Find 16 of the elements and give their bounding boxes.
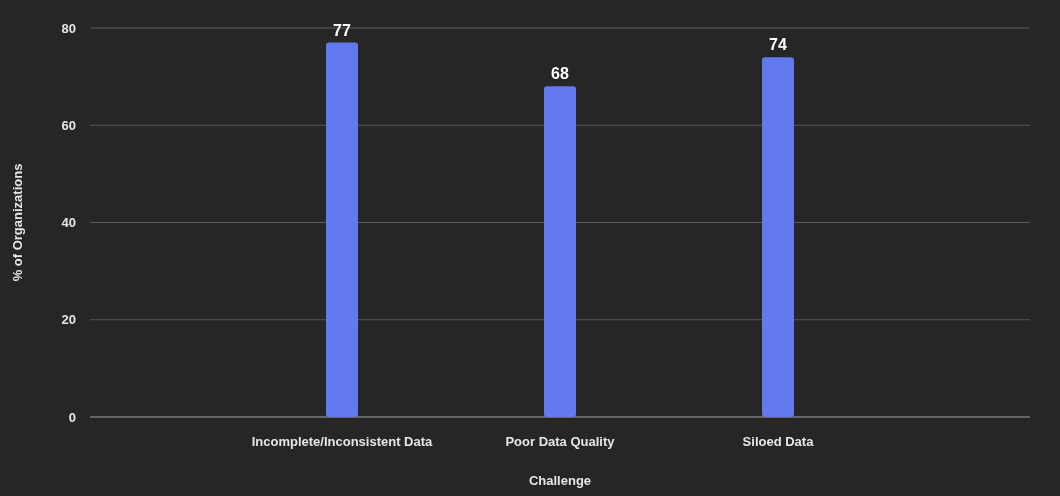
x-tick-label: Siloed Data [742, 434, 815, 449]
y-tick-label: 40 [61, 215, 76, 231]
y-tick-label: 60 [61, 117, 76, 133]
y-axis-title: % of Organizations [10, 163, 25, 282]
data-label: 77 [333, 21, 351, 39]
y-tick-label: 80 [61, 20, 76, 36]
bar [762, 57, 794, 417]
bar [326, 42, 358, 417]
bar [544, 86, 576, 417]
x-axis-title: Challenge [528, 473, 592, 488]
data-label: 74 [769, 36, 787, 54]
y-tick-label: 0 [68, 409, 76, 425]
data-label: 68 [551, 65, 569, 83]
x-tick-label: Incomplete/Inconsistent Data [251, 434, 434, 449]
y-tick-label: 20 [61, 312, 76, 328]
x-tick-label: Poor Data Quality [505, 434, 616, 449]
